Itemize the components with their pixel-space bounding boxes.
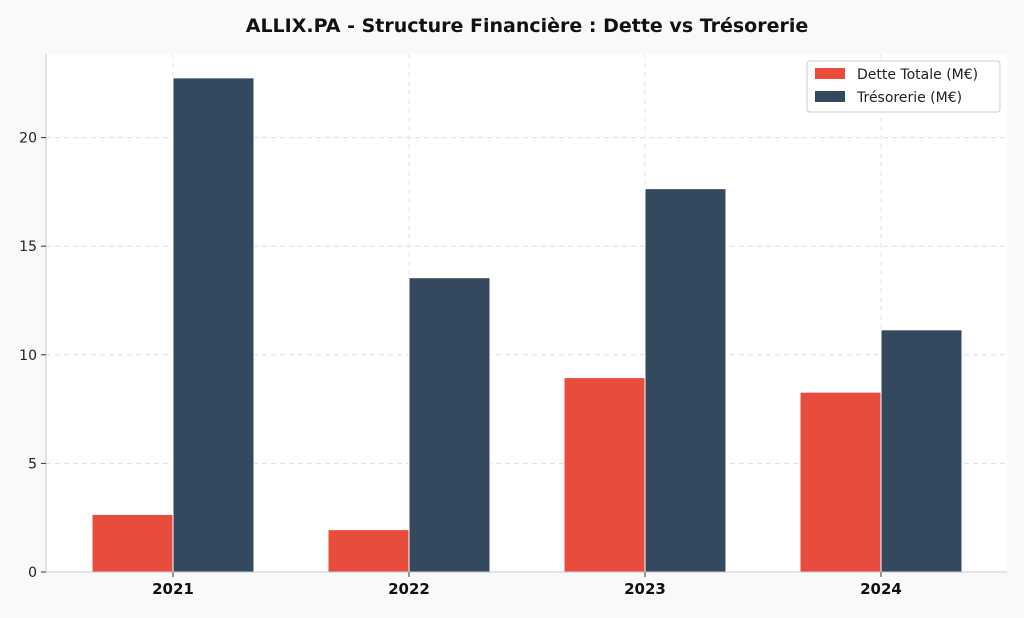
legend-swatch-tresorerie bbox=[815, 91, 845, 102]
legend: Dette Totale (M€) Trésorerie (M€) bbox=[806, 60, 1001, 113]
y-tick-label: 20 bbox=[19, 131, 37, 147]
bar-dette-2024 bbox=[799, 391, 882, 573]
bar-tresorerie-2021 bbox=[172, 77, 255, 573]
bar-dette-2022 bbox=[327, 529, 410, 573]
legend-swatch-dette bbox=[815, 68, 845, 79]
bar-tresorerie-2024 bbox=[880, 329, 963, 573]
y-ticks: 0 5 10 15 20 bbox=[19, 131, 46, 581]
y-tick-label: 15 bbox=[19, 239, 37, 255]
bar-dette-2023 bbox=[563, 377, 646, 573]
y-tick-label: 0 bbox=[28, 565, 37, 581]
y-tick-label: 5 bbox=[28, 456, 37, 472]
bars-layer bbox=[91, 77, 963, 573]
bar-tresorerie-2022 bbox=[408, 277, 491, 573]
legend-label-tresorerie: Trésorerie (M€) bbox=[856, 90, 962, 106]
x-tick-label: 2024 bbox=[860, 580, 902, 598]
y-tick-label: 10 bbox=[19, 348, 37, 364]
bar-tresorerie-2023 bbox=[644, 188, 727, 573]
legend-box bbox=[806, 60, 1001, 113]
x-tick-label: 2023 bbox=[624, 580, 666, 598]
grid-layer bbox=[46, 54, 1007, 572]
x-tick-label: 2021 bbox=[152, 580, 194, 598]
legend-label-dette: Dette Totale (M€) bbox=[857, 67, 978, 83]
x-ticks: 2021 2022 2023 2024 bbox=[152, 572, 902, 598]
chart-title: ALLIX.PA - Structure Financière : Dette … bbox=[246, 15, 809, 37]
x-tick-label: 2022 bbox=[388, 580, 430, 598]
bar-dette-2021 bbox=[91, 513, 174, 573]
